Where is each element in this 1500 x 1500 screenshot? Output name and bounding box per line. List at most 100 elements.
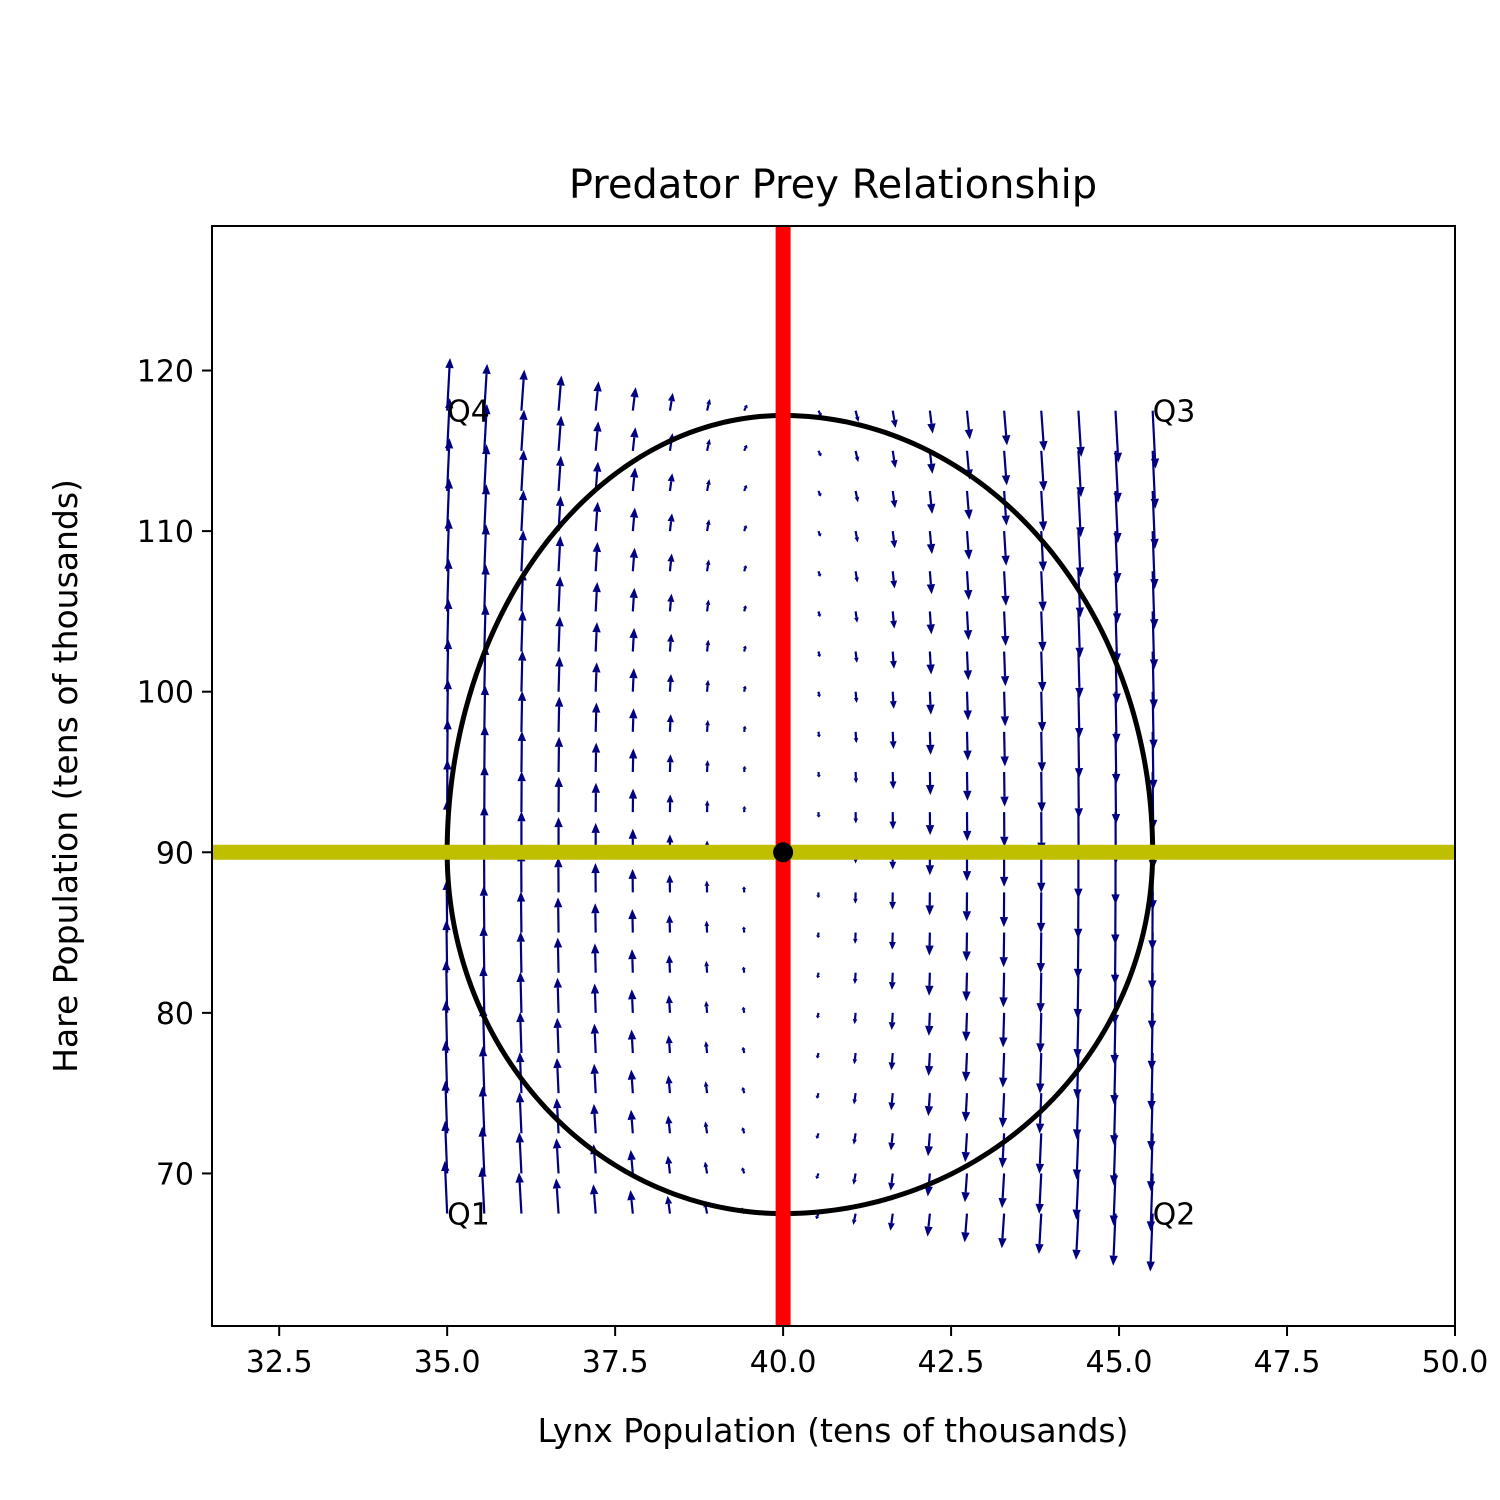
- field-arrow-head: [591, 863, 600, 874]
- x-tick-label: 35.0: [414, 1345, 481, 1380]
- field-arrow-head: [593, 461, 602, 472]
- field-arrow-head: [815, 1215, 820, 1220]
- field-arrow-head: [1150, 498, 1160, 509]
- field-arrow-shaft: [1040, 651, 1044, 683]
- field-arrow-shaft: [1076, 1012, 1080, 1050]
- field-arrow-head: [1146, 1221, 1156, 1232]
- field-arrow-shaft: [631, 517, 636, 532]
- field-arrow-shaft: [1002, 1052, 1006, 1078]
- field-arrow-head: [925, 1025, 934, 1036]
- field-arrow-head: [1150, 458, 1160, 469]
- field-arrow-head: [963, 790, 972, 801]
- field-arrow-head: [1037, 722, 1047, 733]
- field-arrow-head: [961, 1071, 971, 1082]
- field-arrow-head: [890, 459, 898, 469]
- field-arrow-head: [1147, 1060, 1156, 1071]
- field-arrow-shaft: [668, 601, 672, 612]
- field-arrow-head: [628, 868, 637, 879]
- field-arrow-head: [627, 1109, 636, 1121]
- field-arrow-head: [1073, 1008, 1082, 1020]
- field-arrow-head: [890, 499, 898, 509]
- field-arrow-shaft: [557, 545, 561, 572]
- field-arrow-head: [629, 627, 638, 639]
- field-arrow-shaft: [816, 1092, 820, 1097]
- field-arrow-head: [629, 708, 638, 719]
- field-arrow-head: [852, 1139, 857, 1145]
- field-arrow-shaft: [630, 1119, 634, 1134]
- field-arrow-head: [853, 697, 859, 704]
- field-arrow-head: [925, 945, 934, 956]
- field-arrow-head: [703, 1041, 709, 1047]
- field-arrow-shaft: [483, 614, 487, 652]
- field-arrow-shaft: [928, 571, 932, 585]
- field-arrow-head: [817, 493, 822, 497]
- field-arrow-head: [1001, 635, 1010, 647]
- field-arrow-shaft: [965, 611, 970, 631]
- field-arrow-head: [963, 589, 973, 601]
- field-arrow-head: [854, 456, 860, 463]
- field-arrow-head: [1146, 1261, 1155, 1272]
- field-arrow-head: [704, 920, 710, 927]
- field-arrow-shaft: [1040, 731, 1043, 763]
- field-arrow-head: [1038, 521, 1048, 532]
- field-arrow-head: [627, 1149, 636, 1161]
- field-arrow-shaft: [743, 527, 747, 532]
- field-arrow-shaft: [816, 1173, 820, 1177]
- field-arrow-head: [704, 1000, 709, 1007]
- field-arrow-shaft: [483, 654, 487, 692]
- field-arrow-shaft: [557, 385, 562, 411]
- field-arrow-head: [665, 1035, 673, 1044]
- field-arrow-head: [554, 736, 564, 747]
- field-arrow-shaft: [928, 410, 933, 424]
- field-arrow-head: [1146, 1181, 1156, 1192]
- field-arrow-head: [743, 404, 748, 409]
- field-arrow-head: [926, 543, 936, 555]
- field-arrow-head: [999, 917, 1009, 928]
- field-arrow-head: [667, 633, 675, 643]
- field-arrow-head: [1076, 486, 1085, 498]
- field-arrow-head: [853, 818, 859, 824]
- field-arrow-shaft: [928, 490, 933, 505]
- field-arrow-head: [1035, 1203, 1044, 1214]
- field-arrow-head: [998, 1117, 1008, 1128]
- quadrant-label: Q1: [447, 1198, 490, 1233]
- field-arrow-shaft: [594, 672, 598, 692]
- field-arrow-head: [666, 834, 674, 843]
- field-arrow-head: [1037, 802, 1046, 813]
- field-arrow-head: [519, 369, 528, 380]
- field-arrow-head: [816, 774, 821, 778]
- field-arrow-head: [927, 503, 936, 514]
- x-tick-label: 50.0: [1422, 1345, 1489, 1380]
- field-arrow-head: [481, 524, 490, 535]
- field-arrow-shaft: [928, 531, 933, 545]
- field-arrow-head: [482, 363, 491, 375]
- field-arrow-shaft: [668, 521, 673, 532]
- field-arrow-head: [853, 737, 859, 744]
- field-arrow-shaft: [853, 1173, 857, 1180]
- field-arrow-head: [999, 1077, 1008, 1088]
- field-arrow-head: [1001, 555, 1010, 566]
- field-arrow-shaft: [705, 1006, 709, 1013]
- field-arrow-head: [963, 670, 973, 681]
- field-arrow-shaft: [1003, 731, 1006, 757]
- field-arrow-head: [962, 1031, 971, 1042]
- field-arrow-head: [1038, 601, 1047, 612]
- field-arrow-shaft: [705, 644, 709, 652]
- field-arrow-shaft: [557, 666, 561, 692]
- field-arrow-head: [1147, 1100, 1156, 1111]
- field-arrow-head: [666, 794, 674, 803]
- field-arrow-head: [1110, 1054, 1119, 1065]
- field-arrow-shaft: [965, 531, 970, 551]
- field-arrow-head: [1110, 1135, 1119, 1146]
- field-arrow-head: [518, 490, 528, 501]
- field-arrow-head: [1073, 1049, 1082, 1060]
- field-arrow-head: [816, 734, 822, 738]
- field-arrow-shaft: [817, 570, 821, 575]
- field-arrow-head: [519, 409, 528, 421]
- field-arrow-head: [961, 1151, 970, 1163]
- field-arrow-head: [1035, 1243, 1044, 1255]
- field-arrow-head: [705, 639, 711, 646]
- field-arrow-head: [1072, 1129, 1082, 1140]
- field-arrow-head: [963, 710, 972, 721]
- field-arrow-head: [667, 392, 676, 402]
